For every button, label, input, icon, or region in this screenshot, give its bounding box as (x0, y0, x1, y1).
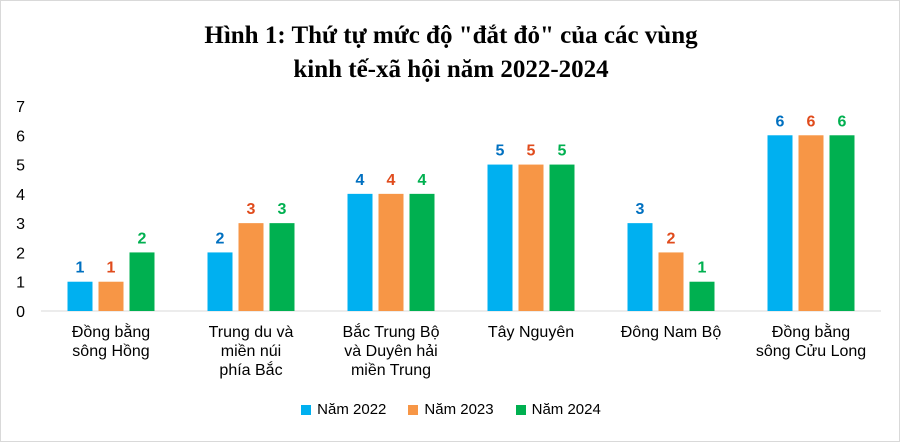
bar (798, 135, 824, 311)
y-tick-label: 2 (16, 245, 25, 262)
category-label: Đông Nam Bộ (621, 324, 722, 341)
data-label: 1 (698, 260, 707, 277)
bar (518, 164, 544, 311)
data-label: 2 (138, 230, 147, 247)
bar (627, 223, 653, 311)
data-label: 6 (776, 113, 785, 130)
bar (658, 252, 684, 311)
legend-swatch (301, 404, 312, 415)
bar (98, 281, 124, 311)
y-tick-label: 7 (16, 99, 25, 116)
bar (549, 164, 575, 311)
legend-label: Năm 2022 (317, 401, 387, 418)
y-tick-label: 4 (16, 187, 25, 204)
bar (207, 252, 233, 311)
bar (409, 193, 435, 311)
chart-title-line-1: Hình 1: Thứ tự mức độ "đắt đỏ" của các v… (204, 22, 698, 49)
y-tick-label: 5 (16, 158, 25, 175)
bar (378, 193, 404, 311)
data-label: 5 (496, 143, 505, 160)
data-label: 3 (636, 201, 645, 218)
bar (129, 252, 155, 311)
data-label: 3 (278, 201, 287, 218)
data-label: 4 (418, 172, 427, 189)
data-label: 6 (807, 113, 816, 130)
data-label: 6 (838, 113, 847, 130)
legend-item: Năm 2022 (301, 401, 386, 418)
category-label: Đồng bằng sông Hồng (72, 322, 150, 360)
bar (269, 223, 295, 311)
legend-item: Năm 2024 (515, 401, 601, 418)
bar (238, 223, 264, 311)
chart-title-line-2: kinh tế-xã hội năm 2022-2024 (293, 56, 609, 83)
y-tick-label: 6 (16, 128, 25, 145)
category-label: Bắc Trung Bộ và Duyên hải miền Trung (343, 322, 440, 379)
bar (767, 135, 793, 311)
chart-title: Hình 1: Thứ tự mức độ "đắt đỏ" của các v… (1, 19, 899, 87)
legend: Năm 2022 Năm 2023 Năm 2024 (1, 401, 899, 418)
data-label: 5 (558, 143, 567, 160)
category-label: Trung du và miền núi phía Bắc (209, 324, 294, 379)
legend-label: Năm 2023 (424, 401, 494, 418)
category-label: Đồng bằng sông Cửu Long (756, 322, 866, 360)
data-label: 4 (387, 172, 396, 189)
data-label: 3 (247, 201, 256, 218)
bar (829, 135, 855, 311)
bar (689, 281, 715, 311)
legend-swatch (408, 404, 419, 415)
legend-item: Năm 2023 (408, 401, 494, 418)
legend-label: Năm 2024 (531, 401, 601, 418)
y-tick-label: 1 (16, 275, 25, 292)
data-label: 1 (76, 260, 85, 277)
data-label: 1 (107, 260, 116, 277)
data-label: 2 (216, 230, 225, 247)
data-label: 2 (667, 230, 676, 247)
category-label: Tây Nguyên (488, 324, 574, 341)
data-label: 4 (356, 172, 365, 189)
y-tick-label: 3 (16, 216, 25, 233)
bar (487, 164, 513, 311)
legend-swatch (515, 404, 526, 415)
bar (67, 281, 93, 311)
data-label: 5 (527, 143, 536, 160)
bar (347, 193, 373, 311)
y-tick-label: 0 (16, 304, 25, 321)
